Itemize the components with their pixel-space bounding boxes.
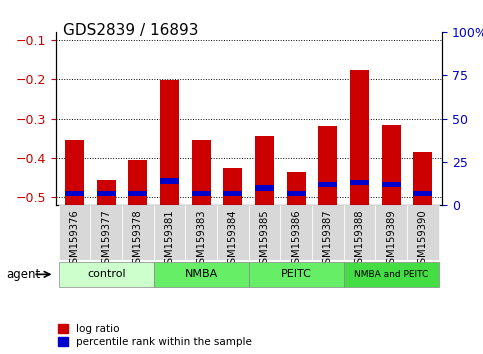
Bar (413, 190, 432, 196)
Bar (255, 136, 274, 205)
FancyBboxPatch shape (154, 262, 249, 287)
Bar (255, 185, 274, 190)
Text: GDS2839 / 16893: GDS2839 / 16893 (63, 23, 199, 38)
FancyBboxPatch shape (312, 205, 344, 260)
Text: GSM159389: GSM159389 (386, 210, 396, 270)
Bar (65, 190, 84, 196)
Bar (97, 190, 116, 196)
Bar (382, 125, 401, 205)
FancyBboxPatch shape (375, 205, 407, 260)
FancyBboxPatch shape (59, 205, 90, 260)
Text: GSM159390: GSM159390 (418, 210, 428, 270)
Text: NMBA and PEITC: NMBA and PEITC (354, 270, 428, 279)
FancyBboxPatch shape (154, 205, 185, 260)
Text: GSM159386: GSM159386 (291, 210, 301, 270)
Text: GSM159383: GSM159383 (196, 210, 206, 270)
Bar (192, 190, 211, 196)
Bar (318, 182, 338, 187)
Legend: log ratio, percentile rank within the sample: log ratio, percentile rank within the sa… (58, 324, 252, 347)
Text: GSM159378: GSM159378 (133, 210, 143, 270)
FancyBboxPatch shape (407, 205, 439, 260)
Bar (350, 70, 369, 205)
FancyBboxPatch shape (344, 262, 439, 287)
FancyBboxPatch shape (59, 262, 154, 287)
Bar (287, 172, 306, 205)
FancyBboxPatch shape (344, 205, 375, 260)
Bar (413, 152, 432, 205)
Bar (128, 160, 147, 205)
FancyBboxPatch shape (249, 262, 344, 287)
Text: GSM159381: GSM159381 (165, 210, 174, 270)
Bar (224, 168, 242, 205)
Text: GSM159385: GSM159385 (259, 210, 270, 270)
Bar (97, 180, 116, 205)
Bar (192, 140, 211, 205)
FancyBboxPatch shape (122, 205, 154, 260)
Bar (350, 180, 369, 185)
Text: GSM159384: GSM159384 (228, 210, 238, 270)
FancyBboxPatch shape (90, 205, 122, 260)
Bar (128, 190, 147, 196)
Text: GSM159376: GSM159376 (70, 210, 80, 270)
Text: PEITC: PEITC (281, 269, 312, 279)
Bar (65, 140, 84, 205)
Text: GSM159377: GSM159377 (101, 210, 111, 270)
Bar (160, 178, 179, 184)
Text: agent: agent (6, 268, 40, 281)
Text: GSM159387: GSM159387 (323, 210, 333, 270)
Bar (287, 190, 306, 196)
Bar (318, 126, 338, 205)
FancyBboxPatch shape (217, 205, 249, 260)
Text: control: control (87, 269, 126, 279)
FancyBboxPatch shape (249, 205, 281, 260)
Bar (224, 190, 242, 196)
Bar (382, 182, 401, 187)
Text: NMBA: NMBA (185, 269, 218, 279)
Bar (160, 80, 179, 205)
FancyBboxPatch shape (185, 205, 217, 260)
Text: GSM159388: GSM159388 (355, 210, 365, 270)
FancyBboxPatch shape (281, 205, 312, 260)
